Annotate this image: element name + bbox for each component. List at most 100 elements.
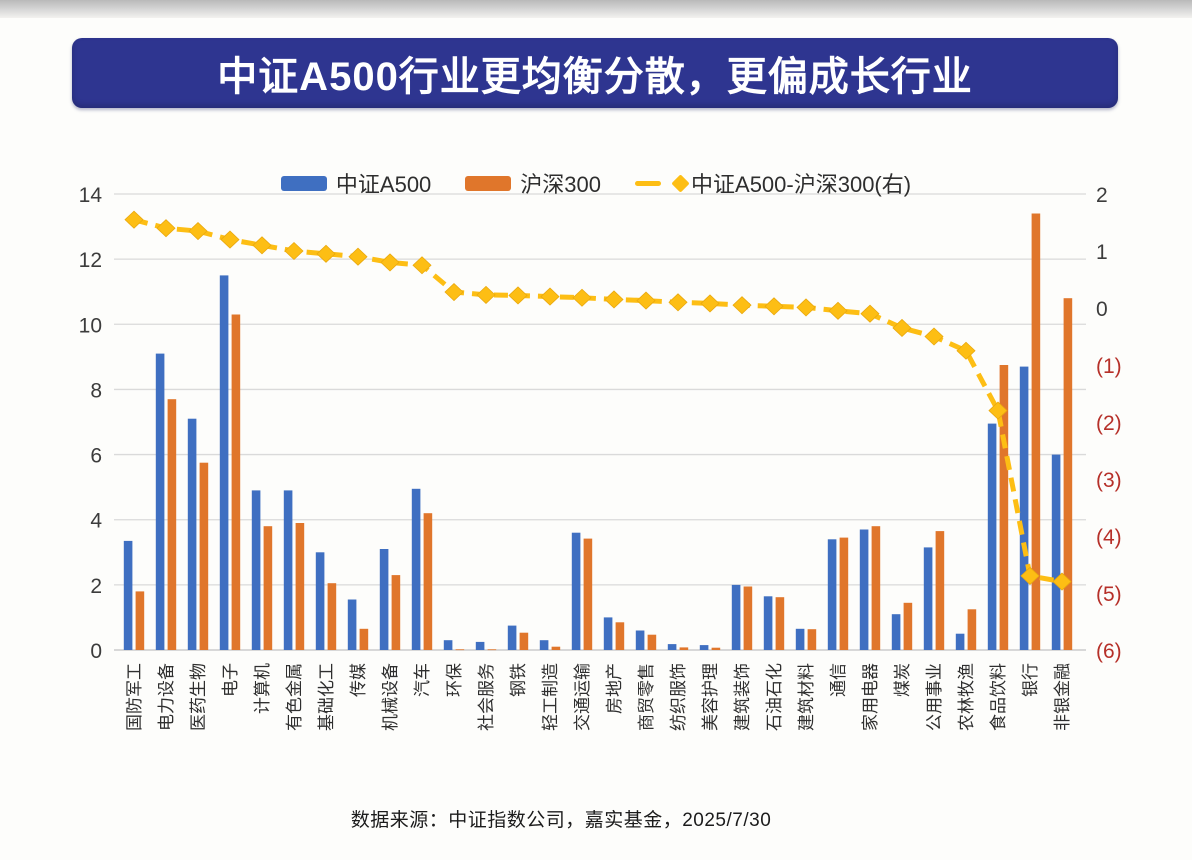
x-axis-label-建筑材料: 建筑材料 (797, 663, 816, 731)
x-axis-label-石油石化: 石油石化 (765, 663, 784, 731)
x-axis-label-银行: 银行 (1021, 663, 1040, 697)
bar-沪深300-公用事业 (935, 531, 945, 650)
x-axis-label-公用事业: 公用事业 (925, 663, 944, 731)
bar-沪深300-石油石化 (775, 597, 785, 650)
bar-中证A500-煤炭 (891, 614, 901, 650)
bar-沪深300-美容护理 (711, 647, 721, 650)
chart-legend: 中证A500 沪深300 中证A500-沪深300(右) (0, 167, 1192, 199)
bar-中证A500-汽车 (411, 488, 421, 650)
x-axis-label-国防军工: 国防军工 (125, 663, 144, 731)
bar-中证A500-社会服务 (475, 641, 485, 650)
page-title: 中证A500行业更均衡分散，更偏成长行业 (217, 55, 973, 99)
bar-中证A500-有色金属 (283, 490, 293, 650)
bar-中证A500-计算机 (251, 490, 261, 650)
diff-marker-建筑材料 (796, 298, 816, 317)
bar-中证A500-轻工制造 (539, 640, 549, 650)
right-axis-tick: (6) (1096, 640, 1122, 663)
bar-中证A500-传媒 (347, 599, 357, 650)
bar-沪深300-电子 (231, 314, 241, 650)
title-banner: 中证A500行业更均衡分散，更偏成长行业 (72, 38, 1118, 108)
diff-marker-石油石化 (764, 297, 784, 316)
x-axis-label-煤炭: 煤炭 (893, 663, 912, 697)
bar-中证A500-公用事业 (923, 547, 933, 650)
diff-marker-煤炭 (892, 318, 912, 338)
diff-marker-国防军工 (124, 210, 144, 229)
x-axis-label-钢铁: 钢铁 (509, 663, 528, 697)
bar-沪深300-食品饮料 (999, 365, 1009, 650)
diff-marker-建筑装饰 (732, 296, 752, 315)
left-axis-tick: 0 (90, 640, 102, 663)
diff-marker-交通运输 (572, 288, 592, 307)
right-axis-tick: 1 (1096, 241, 1108, 264)
right-axis-tick: (2) (1096, 412, 1122, 435)
legend-label-hs300: 沪深300 (520, 172, 602, 197)
bar-中证A500-美容护理 (699, 645, 709, 650)
data-source: 数据来源：中证指数公司，嘉实基金，2025/7/30 (350, 810, 772, 831)
bar-中证A500-国防军工 (123, 540, 133, 650)
left-axis-tick: 4 (90, 510, 102, 533)
bar-中证A500-机械设备 (379, 549, 389, 650)
bar-沪深300-汽车 (423, 513, 433, 650)
x-axis-label-医药生物: 医药生物 (189, 663, 208, 731)
legend-label-csia500: 中证A500 (335, 172, 432, 197)
diff-marker-计算机 (252, 236, 272, 255)
right-axis-tick: (1) (1096, 355, 1122, 378)
diff-marker-纺织服饰 (668, 293, 688, 312)
bar-中证A500-基础化工 (315, 552, 325, 650)
diff-marker-通信 (828, 301, 848, 320)
diff-line-diamond-icon (671, 173, 690, 193)
bar-中证A500-建筑材料 (795, 628, 805, 650)
bar-沪深300-机械设备 (391, 575, 401, 650)
x-axis-label-农林牧渔: 农林牧渔 (957, 663, 976, 731)
diff-marker-有色金属 (284, 241, 304, 261)
bar-中证A500-家用电器 (859, 529, 869, 650)
bar-沪深300-基础化工 (327, 583, 337, 650)
left-axis-tick: 10 (79, 314, 102, 337)
bar-中证A500-非银金融 (1051, 454, 1061, 650)
bar-中证A500-钢铁 (507, 625, 517, 650)
bar-中证A500-石油石化 (763, 596, 773, 650)
bar-中证A500-环保 (443, 640, 453, 650)
csia500-swatch (280, 175, 327, 191)
x-axis-label-食品饮料: 食品饮料 (989, 663, 1008, 731)
diff-marker-电力设备 (156, 219, 176, 238)
x-axis-label-有色金属: 有色金属 (285, 663, 304, 731)
bar-沪深300-环保 (455, 649, 465, 651)
bar-沪深300-传媒 (359, 628, 369, 650)
x-axis-label-纺织服饰: 纺织服饰 (669, 663, 688, 731)
right-axis-tick: (4) (1096, 526, 1122, 549)
diff-marker-商贸零售 (636, 291, 656, 310)
diff-marker-医药生物 (188, 221, 208, 241)
bar-中证A500-电子 (219, 275, 229, 650)
bar-沪深300-建筑装饰 (743, 586, 753, 650)
x-axis-label-机械设备: 机械设备 (381, 663, 400, 731)
bar-沪深300-房地产 (615, 622, 625, 650)
diff-marker-房地产 (604, 290, 624, 309)
diff-marker-电子 (220, 230, 240, 249)
diff-marker-农林牧渔 (956, 341, 976, 360)
diff-marker-银行 (1020, 566, 1040, 585)
bar-沪深300-国防军工 (135, 591, 145, 650)
x-axis-label-环保: 环保 (445, 663, 464, 697)
x-axis-label-电子: 电子 (221, 663, 240, 697)
diff-marker-环保 (444, 282, 464, 302)
bar-沪深300-银行 (1031, 213, 1041, 650)
legend-item-diff: 中证A500-沪深300(右) (635, 167, 911, 199)
diff-marker-公用事业 (924, 327, 944, 346)
bar-中证A500-商贸零售 (635, 630, 645, 650)
bar-沪深300-交通运输 (583, 538, 593, 650)
bar-沪深300-建筑材料 (807, 629, 817, 650)
bar-中证A500-电力设备 (155, 353, 165, 650)
left-axis-tick: 12 (79, 249, 102, 272)
diff-marker-家用电器 (860, 304, 880, 323)
left-axis-tick: 14 (79, 184, 103, 207)
x-axis-label-计算机: 计算机 (253, 663, 272, 714)
right-axis-tick: 0 (1096, 298, 1108, 321)
x-axis-label-基础化工: 基础化工 (317, 663, 336, 731)
legend-item-hs300: 沪深300 (465, 167, 601, 199)
right-axis-tick: 2 (1096, 184, 1108, 207)
diff-marker-食品饮料 (988, 401, 1008, 420)
bar-沪深300-计算机 (263, 526, 273, 650)
diff-marker-汽车 (412, 256, 432, 275)
x-axis-label-轻工制造: 轻工制造 (541, 663, 560, 731)
